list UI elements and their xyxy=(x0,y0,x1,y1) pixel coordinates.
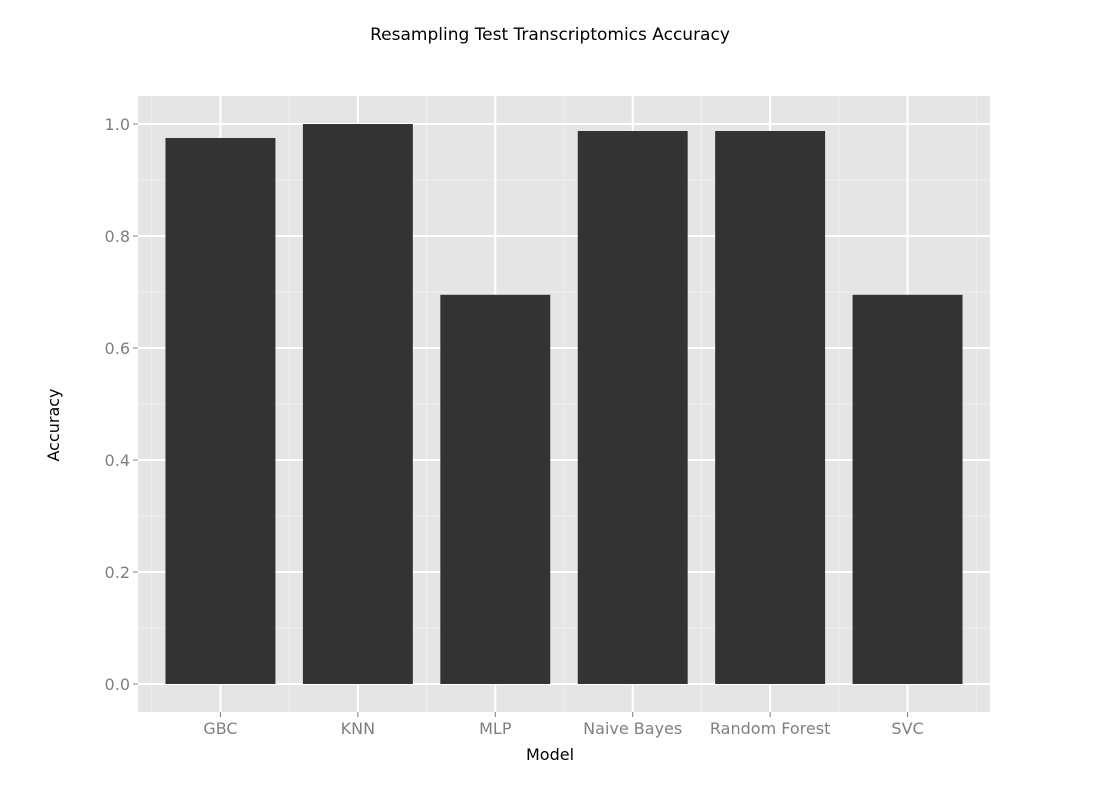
y-tick-label: 0.4 xyxy=(105,451,130,470)
y-tick-label: 0.8 xyxy=(105,227,130,246)
x-tick-label: Random Forest xyxy=(710,719,830,738)
y-axis-ticks: 0.0 0.2 0.4 0.6 0.8 1.0 xyxy=(105,115,138,694)
bar xyxy=(165,138,276,684)
x-tick-label: GBC xyxy=(203,719,237,738)
x-axis-ticks: GBC KNN MLP Naive Bayes Random Forest SVC xyxy=(203,712,924,738)
y-tick-label: 0.2 xyxy=(105,563,130,582)
x-tick-label: MLP xyxy=(479,719,512,738)
x-tick-label: SVC xyxy=(891,719,923,738)
y-tick-label: 1.0 xyxy=(105,115,130,134)
y-tick-label: 0.0 xyxy=(105,675,130,694)
x-tick-label: KNN xyxy=(341,719,375,738)
bar xyxy=(440,294,551,684)
y-axis-label: Accuracy xyxy=(44,388,63,461)
x-axis-label: Model xyxy=(526,745,574,764)
chart-title: Resampling Test Transcriptomics Accuracy xyxy=(370,25,730,45)
bar xyxy=(715,131,826,684)
bars xyxy=(165,124,963,684)
y-tick-label: 0.6 xyxy=(105,339,130,358)
bar xyxy=(577,131,688,684)
bar xyxy=(302,124,413,684)
bar xyxy=(852,294,963,684)
x-tick-label: Naive Bayes xyxy=(583,719,682,738)
